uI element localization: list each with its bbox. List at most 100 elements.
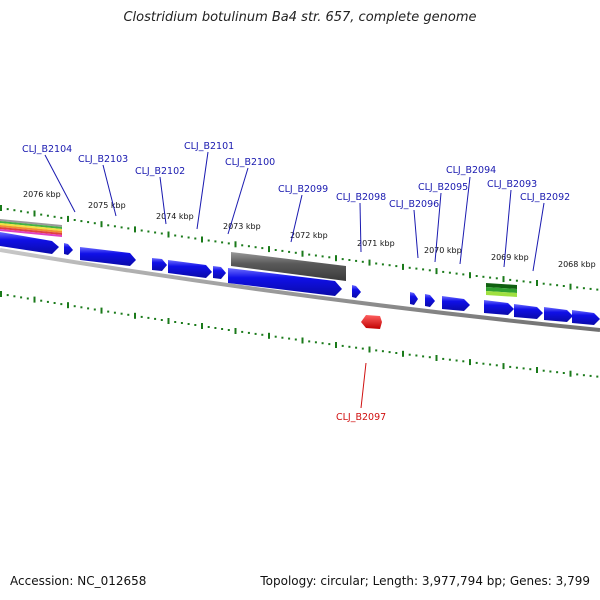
- gene-arrow[interactable]: [442, 296, 470, 311]
- minor-tick: [556, 371, 559, 374]
- gene-label-clj-b2095[interactable]: CLJ_B2095: [418, 182, 468, 193]
- gene-label-clj-b2093[interactable]: CLJ_B2093: [487, 179, 537, 190]
- minor-tick: [576, 373, 579, 376]
- minor-tick: [147, 230, 150, 233]
- minor-tick: [87, 307, 90, 310]
- forward-genes: [0, 232, 600, 325]
- minor-tick: [20, 210, 23, 213]
- gene-arrow[interactable]: [64, 243, 73, 255]
- major-tick: [502, 276, 505, 283]
- minor-tick: [53, 302, 56, 304]
- minor-tick: [381, 263, 384, 266]
- topology-text: Topology: circular; Length: 3,977,794 bp…: [260, 574, 590, 588]
- minor-tick: [73, 219, 76, 221]
- minor-tick: [495, 277, 498, 280]
- minor-tick: [562, 285, 565, 287]
- minor-tick: [93, 308, 96, 311]
- minor-tick: [160, 319, 163, 321]
- minor-tick: [408, 353, 411, 356]
- gene-arrow[interactable]: [484, 300, 514, 315]
- minor-tick: [194, 324, 197, 326]
- minor-tick: [361, 260, 364, 263]
- minor-tick: [314, 341, 317, 344]
- minor-tick: [194, 237, 197, 240]
- gene-arrow[interactable]: [544, 307, 573, 322]
- gene-arrow[interactable]: [425, 294, 435, 307]
- feature-stripes-left: [0, 219, 62, 237]
- gene-arrow[interactable]: [213, 266, 226, 279]
- gene-label-clj-b2098[interactable]: CLJ_B2098: [336, 192, 386, 203]
- scale-ticks-top: [0, 205, 599, 291]
- gene-arrow[interactable]: [514, 304, 543, 319]
- minor-tick: [288, 337, 291, 340]
- gene-arrow[interactable]: [80, 247, 136, 266]
- major-tick: [301, 337, 304, 344]
- gene-label-clj-b2099[interactable]: CLJ_B2099: [278, 184, 328, 195]
- minor-tick: [341, 344, 344, 347]
- minor-tick: [6, 294, 9, 297]
- gene-label-clj-b2096[interactable]: CLJ_B2096: [389, 199, 439, 210]
- gene-arrow[interactable]: [228, 268, 342, 296]
- minor-tick: [549, 283, 552, 286]
- gene-label-clj-b2100[interactable]: CLJ_B2100: [225, 157, 275, 168]
- minor-tick: [522, 367, 525, 370]
- minor-tick: [395, 352, 398, 354]
- gene-arrow[interactable]: [572, 310, 600, 325]
- minor-tick: [455, 272, 458, 275]
- minor-tick: [348, 259, 351, 261]
- minor-tick: [542, 282, 545, 285]
- gene-label-clj-b2094[interactable]: CLJ_B2094: [446, 165, 496, 176]
- minor-tick: [596, 375, 599, 378]
- minor-tick: [60, 216, 63, 219]
- minor-tick: [154, 231, 157, 234]
- minor-tick: [247, 245, 250, 248]
- major-tick: [402, 350, 404, 357]
- minor-tick: [73, 305, 76, 308]
- minor-tick: [455, 359, 458, 362]
- gene-arrow[interactable]: [410, 292, 418, 305]
- minor-tick: [214, 240, 217, 243]
- gene-arrow[interactable]: [168, 260, 212, 278]
- scale-label: 2070 kbp: [424, 246, 462, 255]
- minor-tick: [221, 241, 224, 244]
- major-tick: [67, 215, 69, 222]
- scale-label: 2075 kbp: [88, 201, 126, 210]
- reverse-gene-arrow[interactable]: [361, 315, 382, 329]
- gene-label-clj-b2102[interactable]: CLJ_B2102: [135, 166, 185, 177]
- minor-tick: [221, 328, 224, 330]
- gene-arrow[interactable]: [152, 258, 167, 271]
- major-tick: [33, 210, 36, 217]
- gene-label-clj-b2103[interactable]: CLJ_B2103: [78, 154, 128, 165]
- major-tick: [335, 255, 337, 262]
- minor-tick: [529, 368, 532, 371]
- gene-label-clj-b2092[interactable]: CLJ_B2092: [520, 192, 570, 203]
- minor-tick: [361, 347, 364, 350]
- major-tick: [469, 359, 471, 366]
- major-tick: [100, 307, 103, 314]
- gene-label-clj-b2104[interactable]: CLJ_B2104: [22, 144, 72, 155]
- gene-label-clj-b2097[interactable]: CLJ_B2097: [336, 412, 386, 423]
- gene-arrow[interactable]: [352, 285, 361, 298]
- minor-tick: [355, 259, 358, 262]
- major-tick: [0, 291, 2, 297]
- gene-arrow[interactable]: [0, 232, 59, 254]
- major-tick: [569, 370, 572, 377]
- minor-tick: [509, 365, 512, 368]
- major-tick: [502, 363, 505, 370]
- minor-tick: [582, 374, 585, 377]
- major-tick: [335, 342, 337, 348]
- major-tick: [569, 283, 572, 290]
- minor-tick: [227, 329, 230, 331]
- minor-tick: [180, 322, 183, 324]
- major-tick: [469, 272, 471, 279]
- major-tick: [134, 226, 136, 233]
- minor-tick: [422, 355, 425, 358]
- minor-tick: [20, 296, 23, 299]
- minor-tick: [495, 364, 498, 367]
- gene-label-clj-b2101[interactable]: CLJ_B2101: [184, 141, 234, 152]
- minor-tick: [147, 316, 150, 319]
- scale-ticks-bottom: [0, 291, 599, 378]
- minor-tick: [180, 235, 183, 238]
- minor-tick: [462, 273, 465, 276]
